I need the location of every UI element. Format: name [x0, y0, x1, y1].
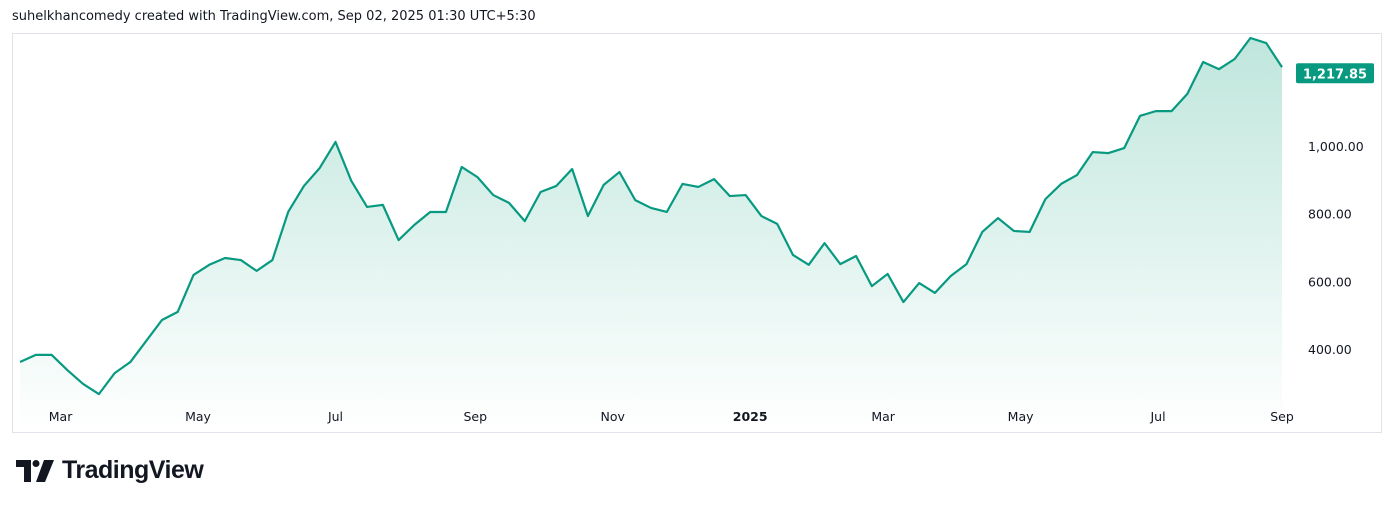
x-tick-label: Jul: [1150, 409, 1166, 424]
attribution-text: suhelkhancomedy created with TradingView…: [12, 9, 536, 24]
tradingview-logo[interactable]: TradingView: [16, 456, 204, 485]
price-line: [19, 36, 1283, 396]
x-tick-label: 2025: [733, 409, 768, 424]
x-tick-label: Sep: [1270, 409, 1294, 424]
x-tick-label: Sep: [463, 409, 487, 424]
x-tick-label: Nov: [600, 409, 625, 424]
x-tick-label: Jul: [327, 409, 343, 424]
y-tick-label: 1,000.00: [1308, 139, 1364, 154]
x-tick-label: May: [1008, 409, 1034, 424]
x-tick-label: Mar: [49, 409, 73, 424]
y-tick-label: 800.00: [1308, 207, 1352, 222]
tradingview-logo-icon: [16, 459, 54, 482]
y-tick-label: 400.00: [1308, 342, 1352, 357]
tradingview-logo-text: TradingView: [62, 456, 204, 484]
chart-frame[interactable]: [12, 33, 1382, 433]
area-fill: [20, 38, 1282, 433]
y-tick-label: 600.00: [1308, 274, 1352, 289]
last-price-label: 1,217.85: [1303, 67, 1367, 82]
x-tick-label: May: [185, 409, 211, 424]
last-price-badge: [1296, 63, 1374, 84]
x-tick-label: Mar: [871, 409, 895, 424]
